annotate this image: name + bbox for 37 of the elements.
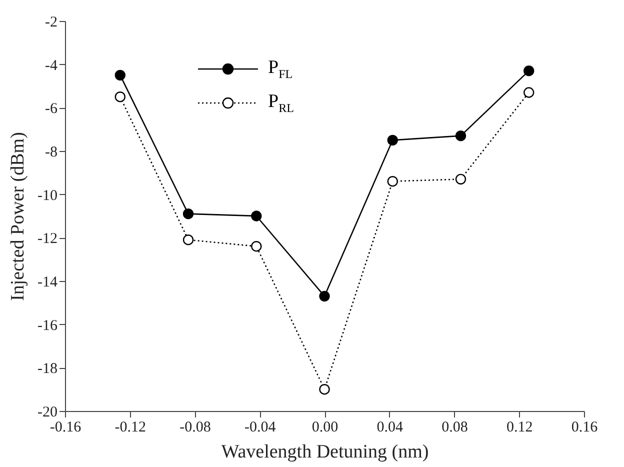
point: [524, 66, 534, 76]
y-tick-label: -16: [38, 318, 58, 334]
legend-label: P$_{RL}$: [268, 90, 294, 116]
x-tick-label: -0.16: [50, 420, 82, 436]
point: [319, 384, 330, 395]
point: [524, 87, 534, 98]
point: [251, 241, 262, 252]
x-tick-label: -0.08: [180, 420, 211, 436]
point: [114, 70, 126, 80]
point: [182, 234, 194, 246]
point: [251, 210, 262, 222]
x-tick-label: 0.12: [506, 420, 533, 436]
x-tick-label: 0.04: [376, 420, 404, 436]
y-tick-label: -6: [45, 101, 58, 118]
x-tick-label: 0.00: [312, 420, 338, 436]
y-tick-label: -10: [38, 188, 58, 204]
point: [387, 176, 398, 187]
x-axis-title: Wavelength Detuning (nm): [221, 442, 429, 462]
x-tick-label: -0.04: [244, 420, 276, 436]
point: [319, 290, 330, 302]
x-tick-label: 0.08: [442, 420, 468, 436]
y-tick-label: -20: [38, 404, 58, 420]
y-tick-label: -2: [45, 14, 58, 30]
y-tick-label: -4: [45, 58, 58, 74]
point: [455, 174, 466, 184]
point: [182, 208, 194, 220]
y-tick-label: -14: [38, 274, 58, 290]
y-tick-label: -18: [38, 361, 58, 378]
y-tick-label: -8: [45, 144, 58, 160]
x-tick-label: -0.12: [114, 420, 146, 436]
point: [455, 130, 466, 142]
y-tick-label: -12: [38, 231, 58, 248]
legend-label: P$_{FL}$: [268, 56, 293, 82]
y-axis-title: Injected Power (dBm): [8, 132, 29, 301]
point: [114, 92, 126, 102]
x-tick-label: 0.16: [571, 420, 598, 436]
point: [387, 134, 398, 146]
